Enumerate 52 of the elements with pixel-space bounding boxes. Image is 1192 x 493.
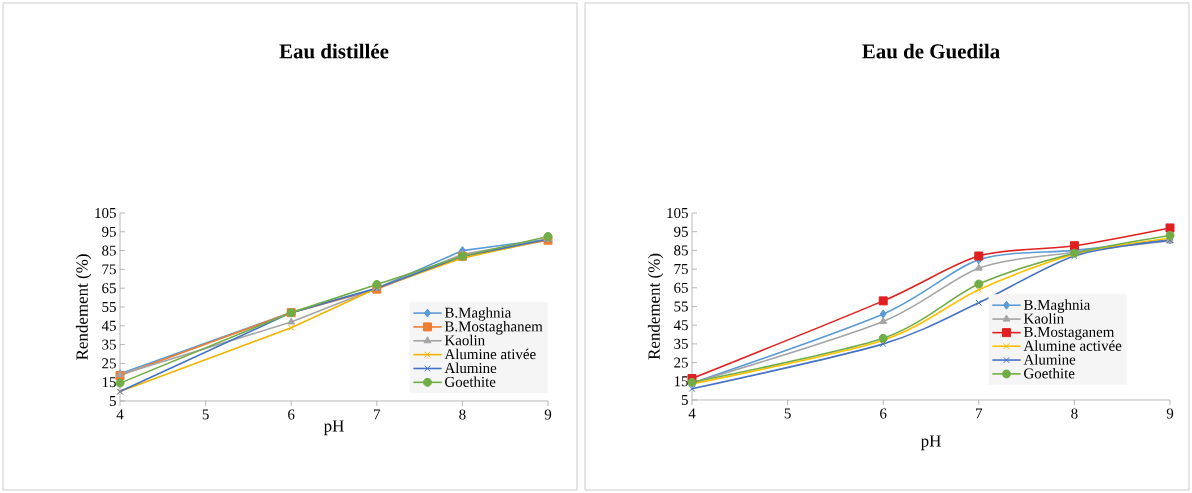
x-tick-label: 5 — [202, 409, 209, 420]
legend-label: Kaolin — [444, 334, 485, 346]
y-tick-label: 15 — [102, 377, 116, 388]
x-tick-label: 9 — [544, 409, 552, 420]
y-tick-label: 55 — [674, 301, 688, 312]
x-tick-label: 9 — [1166, 408, 1174, 419]
y-tick-label: 105 — [95, 207, 116, 219]
legend-label: Alumine — [1023, 354, 1076, 365]
legend-label: Goethite — [445, 376, 496, 387]
y-axis-title: Rendement (%) — [75, 254, 92, 360]
y-tick-label: 5 — [681, 395, 688, 405]
y-tick-label: 95 — [674, 226, 688, 237]
x-tick-label: 8 — [459, 409, 466, 420]
y-tick-label: 35 — [674, 338, 688, 349]
y-tick-label: 65 — [102, 283, 116, 294]
chart-title: Eau de Guedila — [862, 43, 1000, 59]
legend-label: Alumine activée — [1023, 340, 1122, 351]
chart-title: Eau distillée — [279, 43, 389, 59]
x-tick-label: 5 — [784, 408, 791, 419]
x-tick-label: 7 — [976, 408, 983, 419]
y-tick-label: 5 — [109, 396, 116, 406]
legend-label: Kaolin — [1023, 313, 1064, 324]
y-axis-title: Rendement (%) — [647, 253, 664, 360]
x-axis-title: pH — [920, 435, 941, 451]
y-tick-label: 15 — [674, 376, 688, 387]
y-tick-label: 45 — [101, 320, 116, 331]
x-tick-label: 4 — [116, 409, 124, 420]
y-tick-label: 85 — [102, 245, 116, 256]
y-tick-label: 75 — [102, 264, 116, 275]
y-tick-label: 55 — [102, 302, 116, 312]
legend-label: Alumine ativée — [444, 348, 536, 360]
legend-label: B.Mostaganem — [1023, 326, 1115, 340]
y-tick-label: 25 — [102, 358, 116, 369]
x-tick-label: 6 — [288, 409, 295, 420]
x-axis-title: pH — [323, 420, 344, 436]
y-tick-label: 65 — [674, 282, 688, 293]
y-tick-label: 35 — [102, 339, 116, 350]
legend-label: B.Mostaghanem — [444, 321, 543, 335]
legend-label: B.Maghnia — [444, 307, 512, 321]
y-tick-label: 85 — [674, 245, 688, 256]
y-tick-label: 45 — [673, 320, 688, 331]
x-tick-label: 6 — [880, 408, 887, 419]
legend-label: Goethite — [1024, 367, 1075, 379]
y-tick-label: 25 — [674, 357, 688, 368]
y-tick-label: 105 — [667, 207, 688, 219]
y-tick-label: 95 — [102, 226, 116, 237]
x-tick-label: 7 — [374, 409, 381, 420]
y-tick-label: 75 — [674, 264, 688, 275]
legend-label: Alumine — [444, 362, 497, 374]
x-tick-label: 4 — [688, 408, 696, 419]
legend-label: B.Maghnia — [1023, 299, 1091, 313]
x-tick-label: 8 — [1071, 408, 1078, 419]
